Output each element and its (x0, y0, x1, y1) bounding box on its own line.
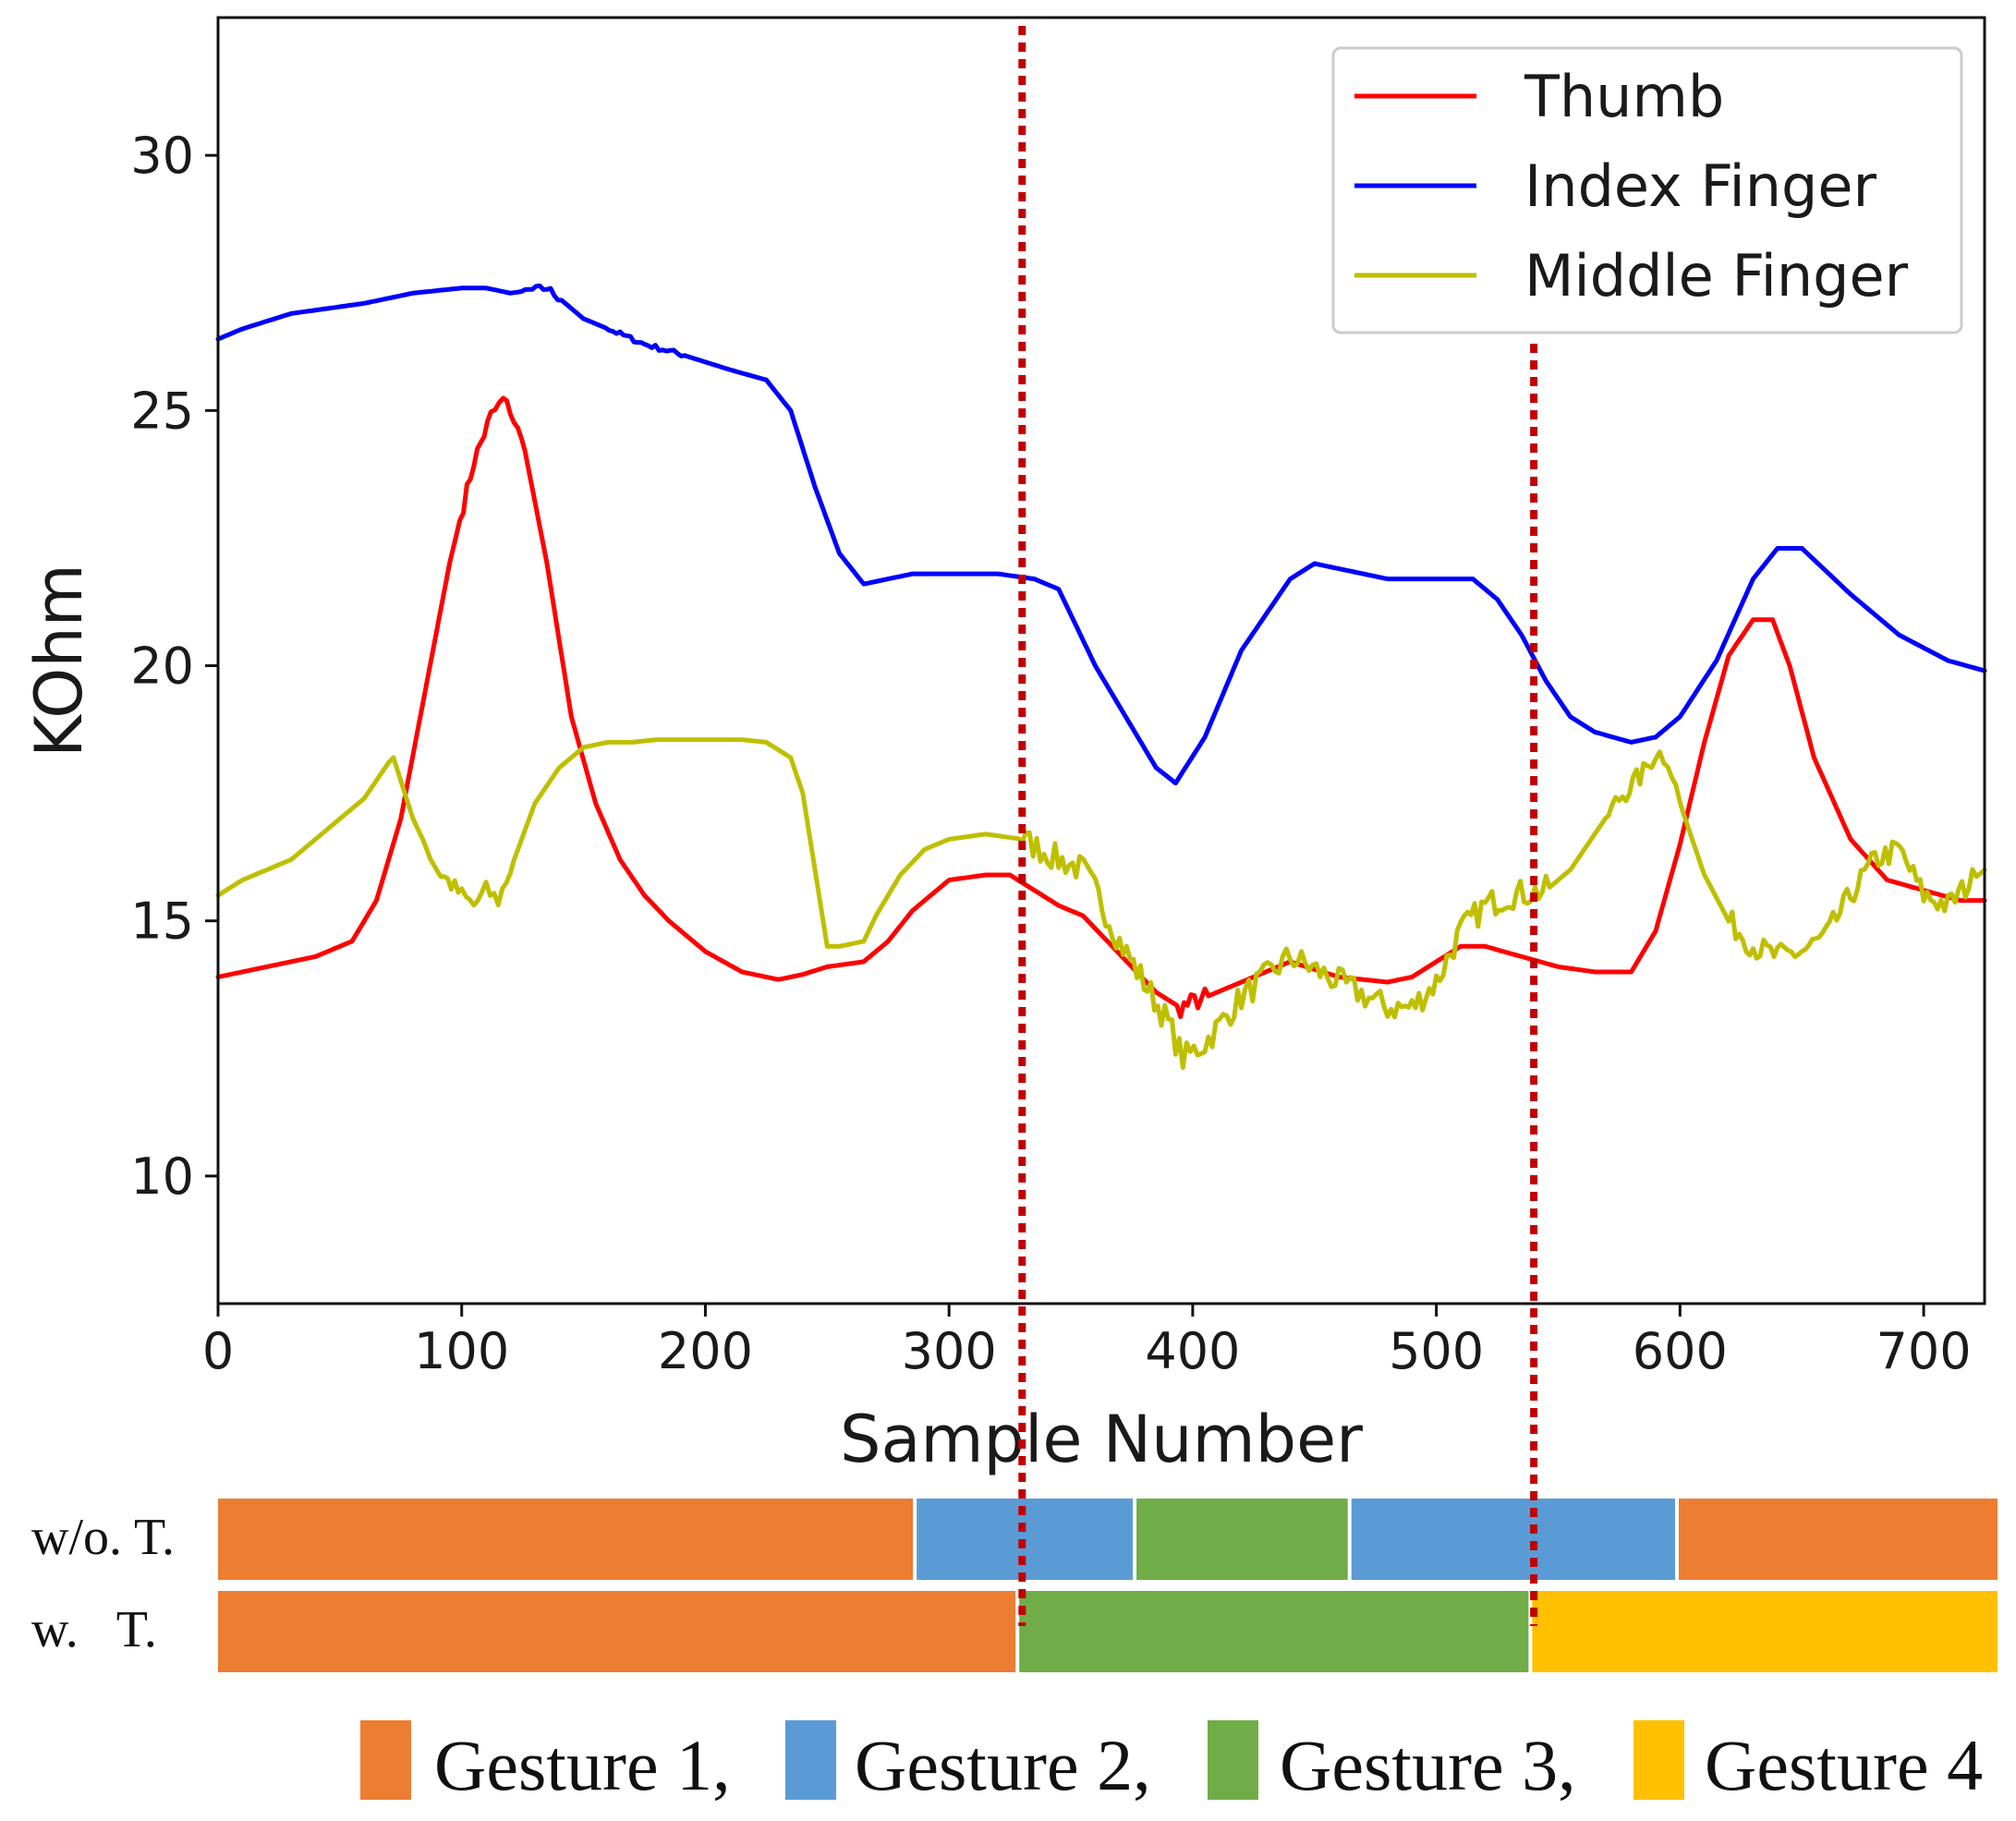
gesture-segment-4 (1532, 1591, 1998, 1672)
gesture-legend: Gesture 1, Gesture 2, Gesture 3, Gesture 4 (360, 1720, 1983, 1805)
legend-label: Index Finger (1524, 152, 1877, 220)
axes-frame (216, 16, 1986, 1305)
legend: Thumb Index Finger Middle Finger (1331, 46, 1963, 334)
gesture-segment-1 (1679, 1499, 1998, 1580)
x-tick-label: 0 (202, 1322, 234, 1380)
gesture-legend-label: Gesture 4 (1705, 1725, 1983, 1805)
series-lines (215, 283, 1987, 1070)
gesture-boundary-lines (1018, 26, 1538, 1626)
x-tick-label: 700 (1876, 1322, 1972, 1380)
x-axis-label: Sample Number (840, 1402, 1363, 1477)
gesture-legend-label: Gesture 3, (1280, 1725, 1576, 1805)
gesture-segment-1 (218, 1499, 914, 1580)
timeline-row-label: w/o. T. (31, 1509, 175, 1566)
y-axis-label: KOhm (21, 564, 97, 758)
x-tick-label: 500 (1389, 1322, 1484, 1380)
x-tick-label: 200 (658, 1322, 753, 1380)
gesture-legend-swatch (785, 1720, 836, 1800)
gesture-legend-swatch (1208, 1720, 1258, 1800)
series-line-middle-finger (215, 737, 1987, 1070)
gesture-legend-swatch (360, 1720, 411, 1800)
series-line-thumb (215, 395, 1987, 1019)
y-tick-label: 25 (130, 382, 194, 440)
x-tick-label: 400 (1145, 1322, 1240, 1380)
x-tick-label: 300 (902, 1322, 997, 1380)
series-line-index-finger (215, 283, 1987, 786)
legend-label: Thumb (1524, 63, 1724, 130)
y-tick-label: 15 (130, 892, 194, 951)
gesture-legend-label: Gesture 1, (434, 1725, 731, 1805)
gesture-timeline: w/o. T. w. T. (31, 1499, 1998, 1672)
gesture-segment-2 (1351, 1499, 1676, 1580)
gesture-segment-3 (1019, 1591, 1529, 1672)
legend-label: Middle Finger (1524, 242, 1909, 310)
y-tick-label: 20 (130, 637, 194, 696)
gesture-segment-1 (218, 1591, 1016, 1672)
axis-ticks: 0 100 200 300 400 500 600 700 10 15 20 25 30 (130, 127, 1971, 1380)
timeline-row-label: w. T. (31, 1601, 157, 1658)
y-tick-label: 30 (130, 127, 194, 185)
gesture-legend-swatch (1633, 1720, 1684, 1800)
gesture-legend-label: Gesture 2, (855, 1725, 1151, 1805)
y-tick-label: 10 (130, 1147, 194, 1206)
x-tick-label: 600 (1633, 1322, 1728, 1380)
x-tick-label: 100 (414, 1322, 509, 1380)
legend-box (1331, 46, 1963, 334)
gesture-segment-3 (1136, 1499, 1348, 1580)
